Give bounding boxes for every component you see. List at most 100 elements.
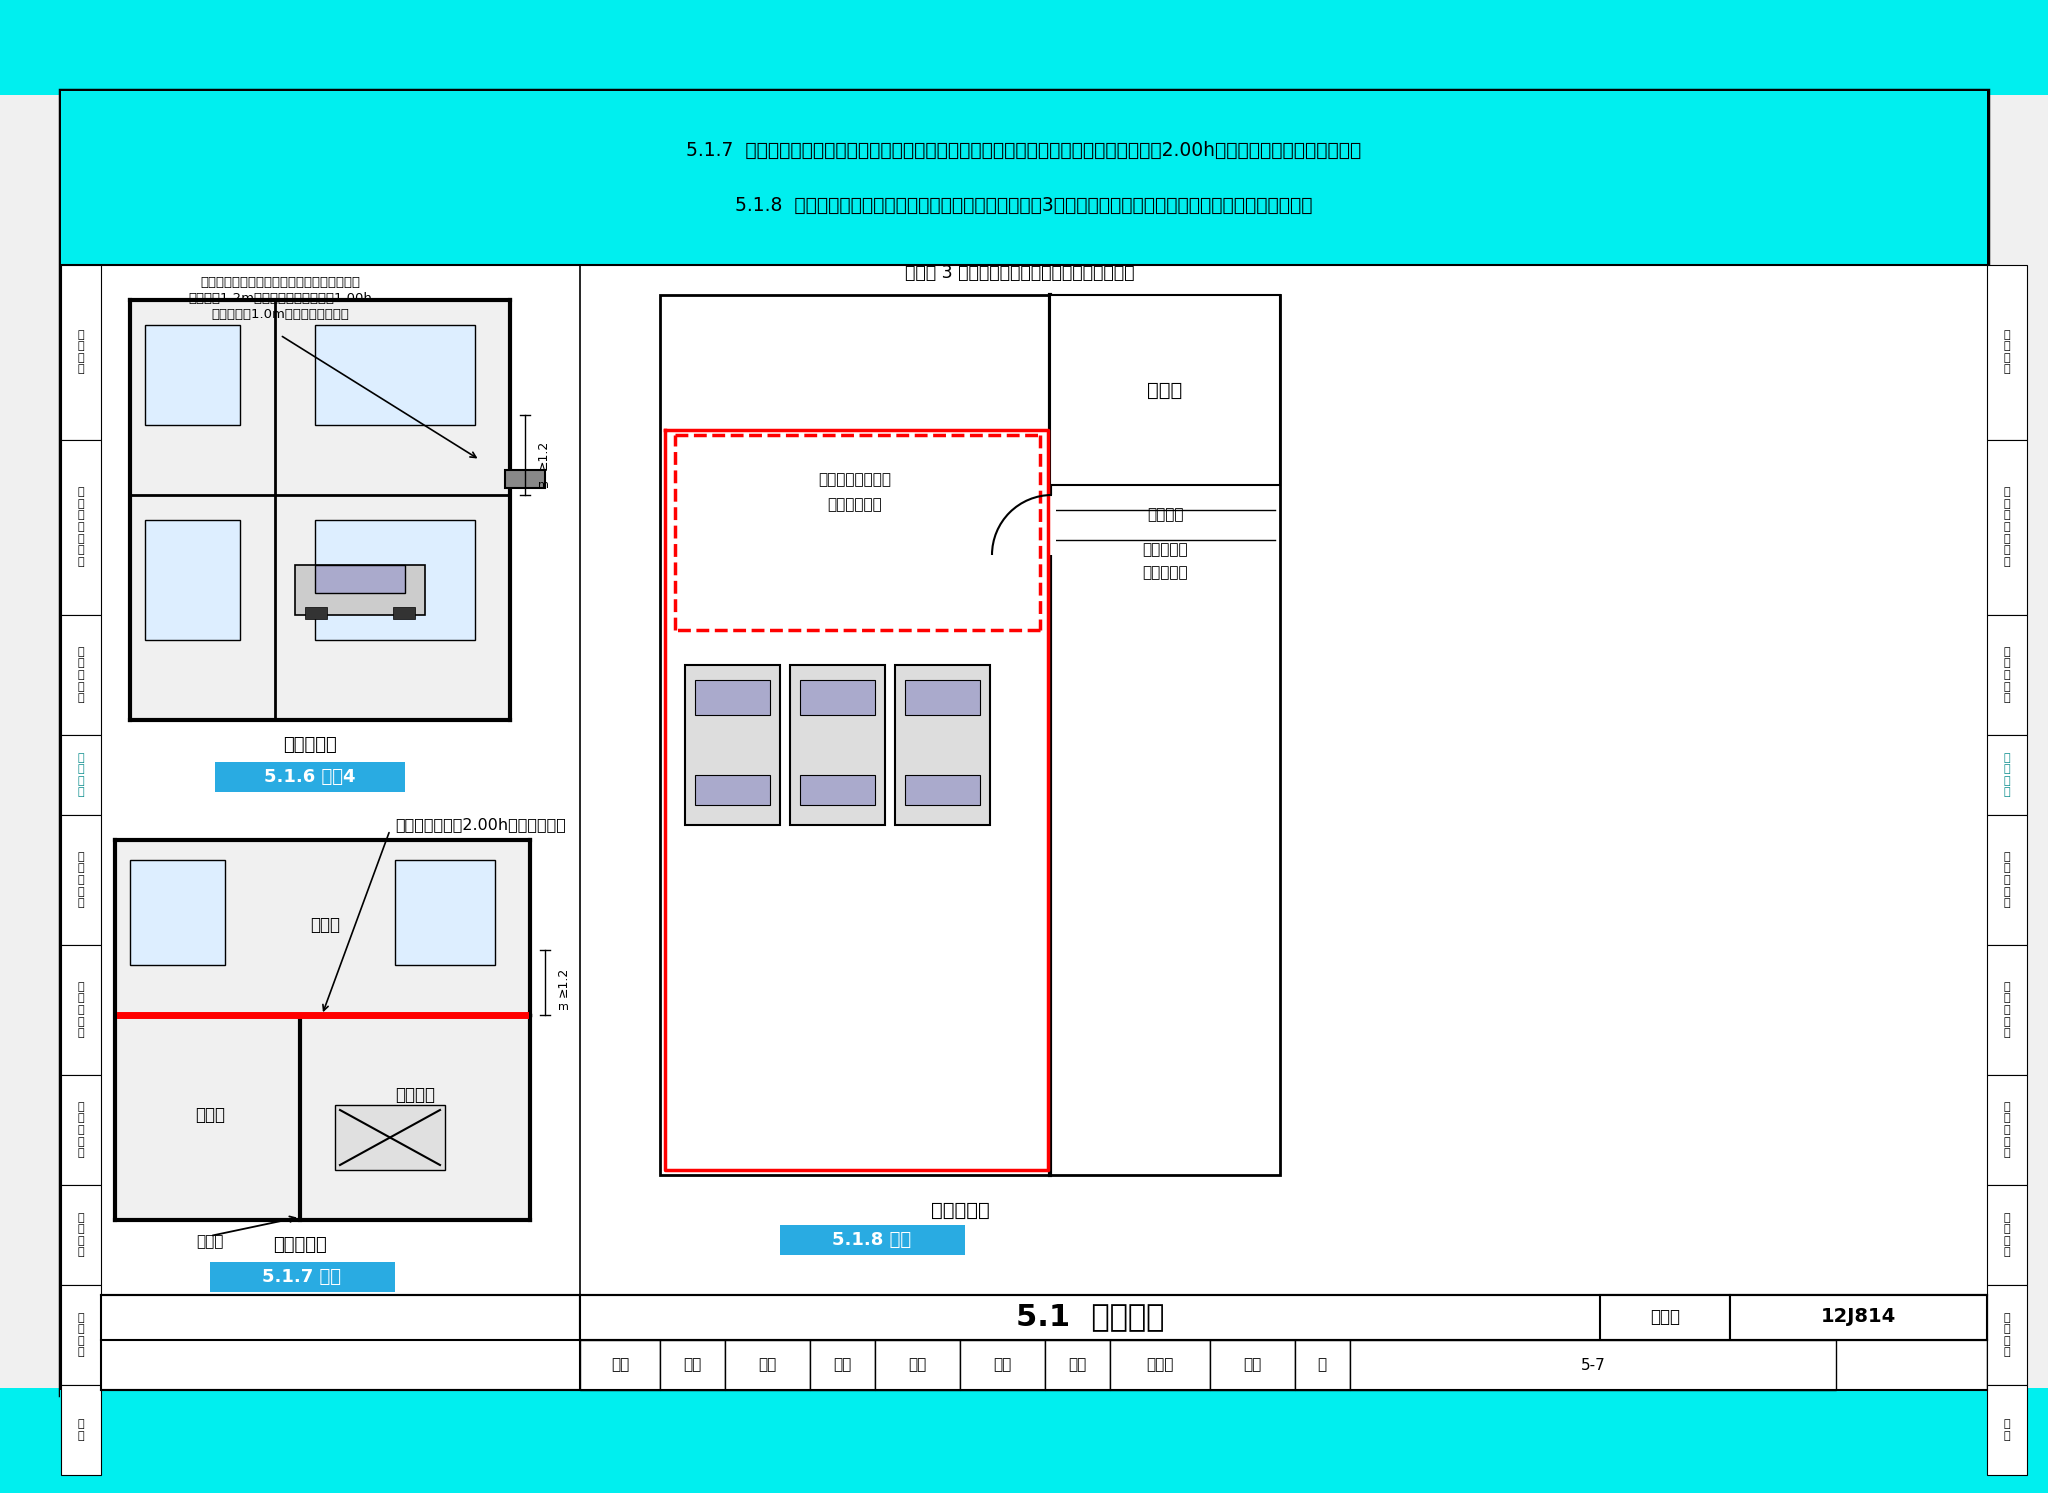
Text: 5.1.8  修车库内使用有机溶剂清洗和喷漆的工段，当超过3个车位时，均应采取防火隔墙等分隔措施。【图示】: 5.1.8 修车库内使用有机溶剂清洗和喷漆的工段，当超过3个车位时，均应采取防火…	[735, 196, 1313, 215]
Bar	[1987, 815, 2028, 945]
Bar	[1051, 296, 1280, 485]
Text: 曹杰: 曹杰	[682, 1357, 700, 1372]
Bar	[1987, 1285, 2028, 1386]
Bar	[1210, 1341, 1294, 1390]
Text: 供
暖
通
风: 供 暖 通 风	[78, 1312, 84, 1357]
Text: 设计: 设计	[1067, 1357, 1085, 1372]
Text: 页: 页	[1317, 1357, 1327, 1372]
Text: 防火隔墙: 防火隔墙	[1147, 508, 1184, 523]
Bar	[1987, 1386, 2028, 1475]
Text: 总
术
则
语: 总 术 则 语	[78, 330, 84, 375]
Bar	[305, 608, 328, 620]
Bar	[1731, 1294, 1987, 1341]
Bar	[395, 860, 496, 964]
Text: 当超过 3 个车位时，应采取防火隔墙等分隔措施: 当超过 3 个车位时，应采取防火隔墙等分隔措施	[905, 264, 1135, 282]
Bar	[694, 775, 770, 805]
Bar	[145, 520, 240, 640]
Text: 5-7: 5-7	[1581, 1357, 1606, 1372]
Bar	[315, 325, 475, 426]
Text: 总
术
则
语: 总 术 则 语	[2003, 330, 2011, 375]
Text: 5.1.7 图示: 5.1.7 图示	[262, 1268, 342, 1285]
Text: 修理车位: 修理车位	[395, 1085, 434, 1103]
Text: 剖面示意图: 剖面示意图	[283, 736, 336, 754]
Text: 安
全
疏
散
和: 安 全 疏 散 和	[78, 982, 84, 1038]
Bar	[1987, 264, 2028, 440]
Bar	[129, 860, 225, 964]
Text: 修车库: 修车库	[1147, 381, 1182, 400]
Bar	[61, 440, 100, 615]
Text: 和喷漆的工段: 和喷漆的工段	[827, 497, 883, 512]
Text: 使用有机溶剂清洗: 使用有机溶剂清洗	[819, 472, 891, 488]
Bar	[961, 1341, 1044, 1390]
Text: 防
火
分
隔: 防 火 分 隔	[2003, 752, 2011, 797]
Text: 胡滨: 胡滨	[993, 1357, 1012, 1372]
Text: 汽车库: 汽车库	[195, 1106, 225, 1124]
Bar	[506, 470, 545, 488]
Bar	[115, 841, 530, 1220]
Text: 申主: 申主	[758, 1357, 776, 1372]
Bar	[780, 1224, 965, 1256]
Bar	[1987, 1185, 2028, 1285]
Text: m: m	[537, 481, 549, 490]
Bar	[336, 1105, 444, 1171]
Bar	[61, 735, 100, 815]
Text: 灭
火
设
施: 灭 火 设 施	[2003, 1212, 2011, 1257]
Text: 安
全
疏
散
和: 安 全 疏 散 和	[2003, 982, 2011, 1038]
Text: 剖面示意图: 剖面示意图	[272, 1236, 328, 1254]
Bar	[129, 300, 510, 720]
Bar	[315, 520, 475, 640]
Text: 耐火极限不低于2.00h的不燃性楼板: 耐火极限不低于2.00h的不燃性楼板	[395, 818, 565, 833]
Bar	[100, 1294, 580, 1390]
Bar	[61, 91, 1987, 266]
Bar	[61, 615, 100, 735]
Bar	[725, 1341, 811, 1390]
Text: 电
气: 电 气	[2003, 1420, 2011, 1441]
Bar	[61, 1285, 100, 1386]
Text: 灭
火
设
施: 灭 火 设 施	[78, 1212, 84, 1257]
Bar	[811, 1341, 874, 1390]
Bar	[61, 264, 100, 440]
Bar	[1599, 1294, 1731, 1341]
Text: 平面示意图: 平面示意图	[930, 1200, 989, 1220]
Text: 审核: 审核	[610, 1357, 629, 1372]
Bar	[659, 296, 1280, 1175]
Text: 供
暖
通
风: 供 暖 通 风	[2003, 1312, 2011, 1357]
Text: m: m	[557, 1002, 569, 1012]
Text: 5.1  防火分隔: 5.1 防火分隔	[1016, 1302, 1163, 1332]
Bar	[61, 1185, 100, 1285]
Text: ≥1.2: ≥1.2	[557, 967, 569, 997]
Bar	[100, 264, 1987, 1294]
Text: 5.1.8 图示: 5.1.8 图示	[831, 1232, 911, 1250]
Text: 焦冀晋: 焦冀晋	[1147, 1357, 1174, 1372]
Bar	[905, 679, 981, 715]
Text: 防
火
分
隔: 防 火 分 隔	[78, 752, 84, 797]
Text: 12J814: 12J814	[1821, 1308, 1896, 1326]
Text: 建
筑
构
造
和: 建 筑 构 造 和	[78, 853, 84, 908]
Text: 或防火卷帘: 或防火卷帘	[1143, 566, 1188, 581]
Bar	[874, 1341, 961, 1390]
Bar	[1350, 1341, 1835, 1390]
Bar	[1987, 615, 2028, 735]
Bar	[659, 1341, 725, 1390]
Bar	[61, 945, 100, 1075]
Bar	[684, 664, 780, 826]
Bar	[580, 1294, 1987, 1341]
Text: 汽车库: 汽车库	[309, 917, 340, 935]
Text: ≥1.2: ≥1.2	[537, 440, 549, 470]
Bar	[1110, 1341, 1210, 1390]
Bar	[791, 664, 885, 826]
Bar	[895, 664, 989, 826]
Text: 宽度不小于1.0m的不燃性防火挑檐: 宽度不小于1.0m的不燃性防火挑檐	[211, 308, 348, 321]
Text: 总
平
面
布
局: 总 平 面 布 局	[2003, 646, 2011, 703]
Bar	[580, 1341, 659, 1390]
Text: 汽车库、修车库的外墙上、下窗之间墙的高度: 汽车库、修车库的外墙上、下窗之间墙的高度	[201, 276, 360, 288]
Text: 业护: 业护	[1243, 1357, 1262, 1372]
Bar	[61, 1075, 100, 1185]
Bar	[393, 608, 416, 620]
Bar	[59, 1390, 1989, 1400]
Bar	[315, 564, 406, 593]
Text: 5.1.7  汽车库内设置修理车位时，停车部位与修车部位之间应采用防火墙和耐火极限不低于2.00h的不燃性楼板分隔。【图示】: 5.1.7 汽车库内设置修理车位时，停车部位与修车部位之间应采用防火墙和耐火极限…	[686, 140, 1362, 160]
Text: 耐
火
等
级
分
类
和: 耐 火 等 级 分 类 和	[2003, 487, 2011, 567]
Bar	[801, 775, 874, 805]
Text: 防火墙: 防火墙	[197, 1235, 223, 1250]
